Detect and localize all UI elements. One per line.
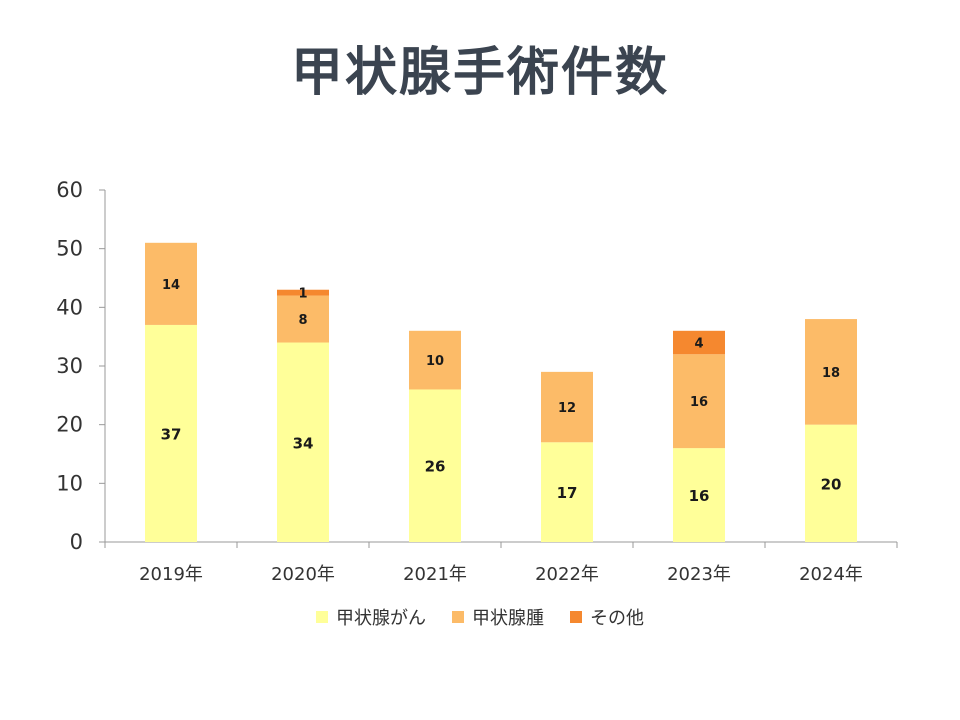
x-tick-label: 2021年 [403,564,467,585]
bar-segment [805,424,857,542]
legend-item: その他 [570,604,644,630]
y-tick-label: 10 [56,471,83,495]
x-tick-label: 2022年 [535,564,599,585]
data-label: 12 [558,401,576,416]
data-label: 16 [689,487,710,505]
y-tick-label: 40 [56,295,83,319]
bar-segment [541,371,593,443]
data-label: 17 [557,484,578,502]
y-tick-label: 20 [56,413,83,437]
y-tick-label: 50 [56,237,83,261]
chart-title: 甲状腺手術件数 [290,43,669,103]
bar-segment [277,342,329,542]
legend-label: 甲状腺腫 [472,608,544,629]
y-tick-label: 60 [56,178,83,202]
data-label: 37 [161,425,182,443]
bar-segment [541,442,593,542]
legend: 甲状腺がん 甲状腺腫 その他 [0,604,960,630]
bar-segment [805,319,857,425]
x-tick-label: 2023年 [667,564,731,585]
bar-segment [145,324,197,542]
legend-swatch [316,611,328,623]
bar-segment [673,448,725,542]
y-tick-label: 30 [56,354,83,378]
data-label: 14 [162,278,180,293]
bar-segment [277,289,329,296]
data-label: 34 [293,434,314,452]
legend-label: その他 [590,608,644,629]
legend-swatch [452,611,464,623]
data-label: 4 [694,337,703,352]
legend-item: 甲状腺がん [316,604,426,630]
x-tick-label: 2024年 [799,564,863,585]
data-label: 10 [426,354,444,369]
data-label: 26 [425,458,446,476]
data-label: 16 [690,395,708,410]
bar-segment [673,354,725,449]
data-label: 1 [298,287,307,302]
bar-segment [409,389,461,542]
legend-swatch [570,611,582,623]
legend-item: 甲状腺腫 [452,604,544,630]
bar-segment [145,242,197,325]
x-tick-label: 2019年 [139,564,203,585]
data-label: 8 [298,313,307,328]
bar-segment [673,330,725,355]
y-tick-label: 0 [70,530,83,554]
bar-segment [409,330,461,390]
bar-segment [277,295,329,343]
data-label: 20 [821,475,842,493]
legend-label: 甲状腺がん [336,608,426,629]
x-tick-label: 2020年 [271,564,335,585]
data-label: 18 [822,366,840,381]
